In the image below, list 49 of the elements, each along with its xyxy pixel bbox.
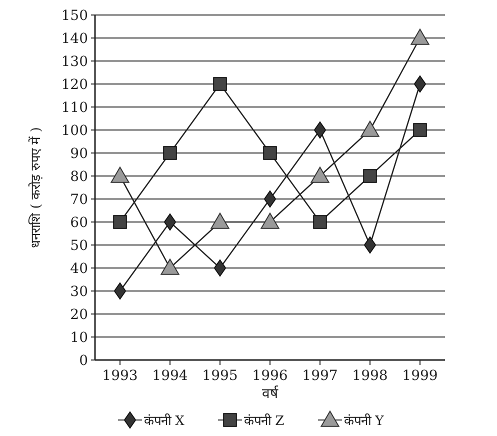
y-tick-label: 60 <box>70 215 88 231</box>
y-tick-label: 30 <box>70 284 88 300</box>
point <box>413 123 427 137</box>
point <box>263 146 277 160</box>
x-tick-label: 1998 <box>352 368 388 384</box>
point <box>160 258 180 275</box>
y-tick-label: 100 <box>61 123 88 139</box>
point <box>260 212 280 229</box>
y-tick-label: 150 <box>61 8 88 24</box>
x-tick-label: 1999 <box>402 368 438 384</box>
x-tick-label: 1997 <box>302 368 338 384</box>
point <box>363 169 377 183</box>
y-tick-label: 110 <box>61 100 88 116</box>
y-tick-label: 120 <box>61 77 88 93</box>
y-axis-title: धनराशि ( करोड़ रुपए में ) <box>28 127 44 248</box>
y-tick-label: 0 <box>79 353 88 369</box>
point <box>364 236 376 254</box>
point <box>314 122 326 138</box>
x-axis-title: वर्ष <box>262 385 279 402</box>
point <box>410 28 430 45</box>
point <box>360 120 380 137</box>
x-tick-label: 1994 <box>152 368 188 384</box>
legend-label: कंपनी X <box>144 413 186 429</box>
point <box>213 77 227 91</box>
point <box>310 166 330 183</box>
y-tick-label: 80 <box>70 169 88 185</box>
y-tick-label: 90 <box>70 146 88 162</box>
point <box>113 215 127 229</box>
point <box>414 76 426 92</box>
x-tick-label: 1996 <box>252 368 288 384</box>
y-tick-label: 10 <box>70 330 88 346</box>
legend-label: कंपनी Z <box>244 413 284 429</box>
y-tick-label: 50 <box>70 238 88 254</box>
legend-label: कंपनी Y <box>344 413 384 429</box>
point <box>110 166 130 183</box>
x-tick-label: 1995 <box>202 368 238 384</box>
point <box>210 212 230 229</box>
point <box>164 214 176 230</box>
point <box>264 190 276 208</box>
y-tick-label: 70 <box>70 192 88 208</box>
point <box>214 260 226 276</box>
y-tick-label: 140 <box>61 31 88 47</box>
y-tick-label: 20 <box>70 307 88 323</box>
point <box>163 146 177 160</box>
y-tick-label: 130 <box>61 54 88 70</box>
x-tick-label: 1993 <box>102 368 138 384</box>
point <box>313 215 327 229</box>
point <box>114 282 126 300</box>
y-tick-label: 40 <box>70 261 88 277</box>
